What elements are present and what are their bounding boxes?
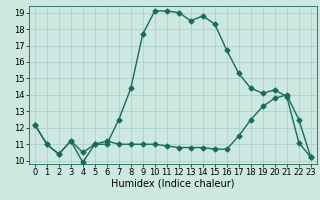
X-axis label: Humidex (Indice chaleur): Humidex (Indice chaleur): [111, 179, 235, 189]
